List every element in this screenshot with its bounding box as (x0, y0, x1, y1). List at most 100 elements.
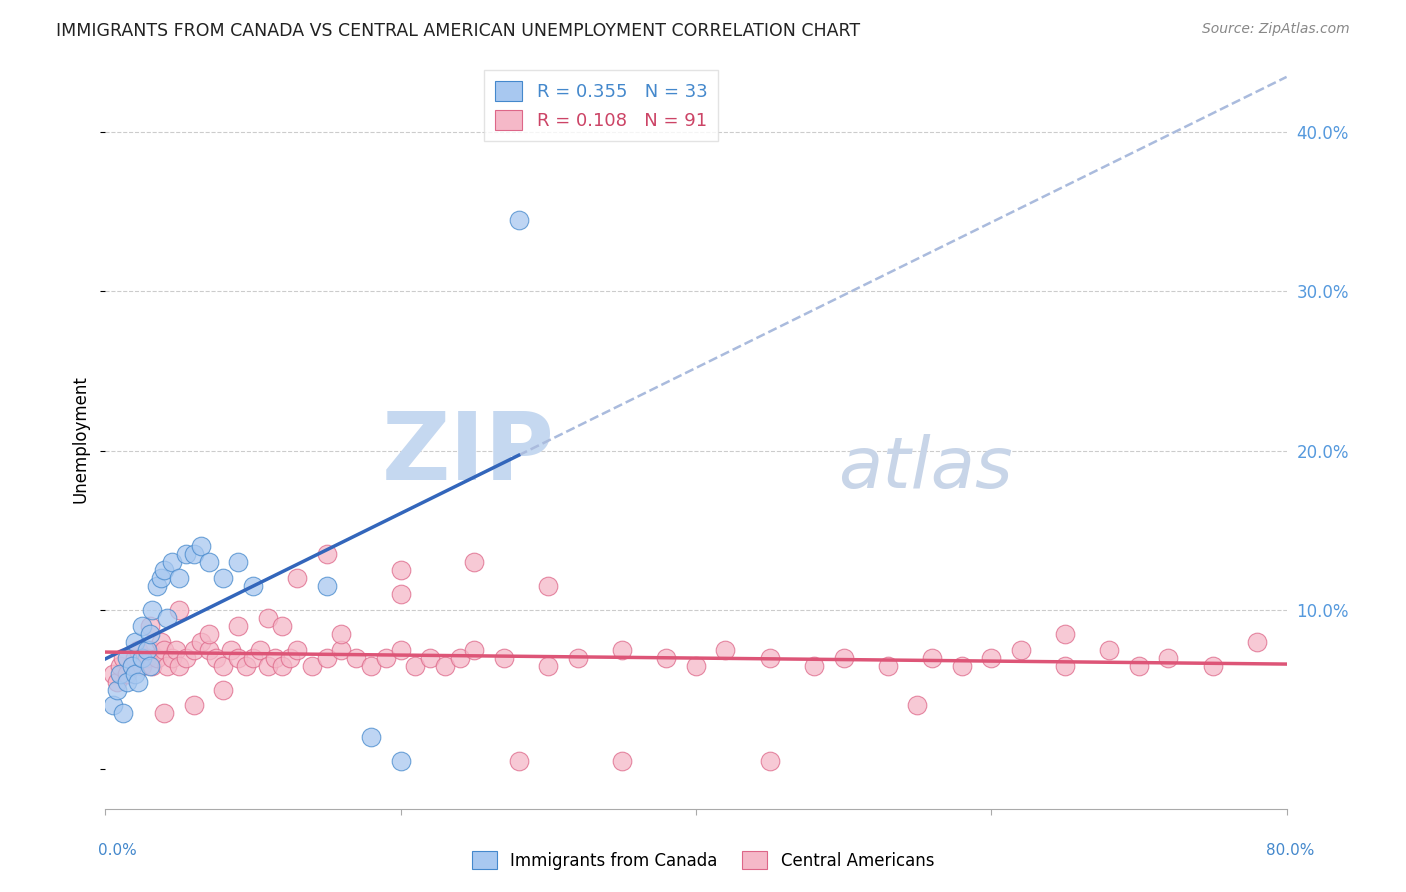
Point (1246, 635, 1268, 649)
Point (537, 579, 560, 593)
Point (285, 571, 308, 585)
Point (374, 650, 396, 665)
Point (315, 579, 337, 593)
Point (135, 642, 157, 657)
Point (124, 666, 146, 681)
Point (183, 698, 205, 713)
Point (389, 642, 412, 657)
Point (610, 754, 633, 768)
Point (758, 754, 780, 768)
Point (389, 563, 412, 577)
Point (150, 635, 173, 649)
Point (127, 642, 149, 657)
Point (1098, 642, 1121, 657)
Point (141, 603, 163, 617)
Point (330, 627, 353, 641)
Y-axis label: Unemployment: Unemployment (72, 375, 89, 503)
Point (160, 650, 183, 665)
Point (256, 611, 278, 625)
Point (117, 674, 139, 689)
Text: ZIP: ZIP (381, 408, 554, 500)
Point (117, 666, 139, 681)
Point (156, 658, 179, 673)
Point (138, 619, 160, 633)
Point (492, 650, 515, 665)
Point (219, 642, 242, 657)
Point (146, 579, 169, 593)
Point (105, 674, 128, 689)
Point (315, 650, 337, 665)
Point (285, 642, 308, 657)
Point (226, 650, 249, 665)
Point (153, 706, 176, 721)
Point (537, 658, 560, 673)
Point (271, 619, 294, 633)
Point (121, 658, 143, 673)
Point (183, 547, 205, 561)
Point (508, 212, 530, 227)
Text: 80.0%: 80.0% (1267, 843, 1315, 858)
Point (167, 658, 190, 673)
Point (150, 571, 173, 585)
Point (921, 650, 943, 665)
Point (1054, 627, 1077, 641)
Point (176, 547, 198, 561)
Point (212, 682, 235, 697)
Legend: Immigrants from Canada, Central Americans: Immigrants from Canada, Central American… (465, 845, 941, 877)
Point (242, 579, 264, 593)
Point (167, 603, 190, 617)
Text: atlas: atlas (838, 434, 1012, 503)
Point (226, 619, 249, 633)
Point (360, 731, 382, 745)
Point (131, 619, 153, 633)
Point (138, 642, 160, 657)
Point (264, 650, 287, 665)
Point (685, 658, 707, 673)
Point (315, 547, 337, 561)
Point (205, 650, 228, 665)
Point (463, 642, 485, 657)
Point (111, 706, 134, 721)
Point (803, 658, 825, 673)
Point (108, 658, 131, 673)
Point (235, 658, 257, 673)
Point (249, 642, 271, 657)
Point (124, 650, 146, 665)
Point (124, 635, 146, 649)
Point (278, 650, 301, 665)
Point (160, 555, 183, 569)
Point (1054, 658, 1077, 673)
Point (1202, 658, 1225, 673)
Point (256, 658, 278, 673)
Point (131, 658, 153, 673)
Point (758, 650, 780, 665)
Point (419, 650, 441, 665)
Point (567, 650, 589, 665)
Point (905, 698, 928, 713)
Point (183, 642, 205, 657)
Point (117, 650, 139, 665)
Point (344, 650, 367, 665)
Point (330, 642, 353, 657)
Point (1157, 650, 1180, 665)
Point (197, 555, 219, 569)
Point (271, 658, 294, 673)
Point (138, 627, 160, 641)
Point (146, 650, 169, 665)
Point (135, 650, 157, 665)
Point (463, 555, 485, 569)
Point (141, 658, 163, 673)
Point (156, 611, 179, 625)
Point (360, 658, 382, 673)
Point (165, 642, 187, 657)
Text: IMMIGRANTS FROM CANADA VS CENTRAL AMERICAN UNEMPLOYMENT CORRELATION CHART: IMMIGRANTS FROM CANADA VS CENTRAL AMERIC… (56, 22, 860, 40)
Point (404, 658, 426, 673)
Point (449, 650, 471, 665)
Point (508, 754, 530, 768)
Point (105, 682, 128, 697)
Point (153, 563, 176, 577)
Point (389, 587, 412, 601)
Point (1010, 642, 1032, 657)
Text: Source: ZipAtlas.com: Source: ZipAtlas.com (1202, 22, 1350, 37)
Point (197, 627, 219, 641)
